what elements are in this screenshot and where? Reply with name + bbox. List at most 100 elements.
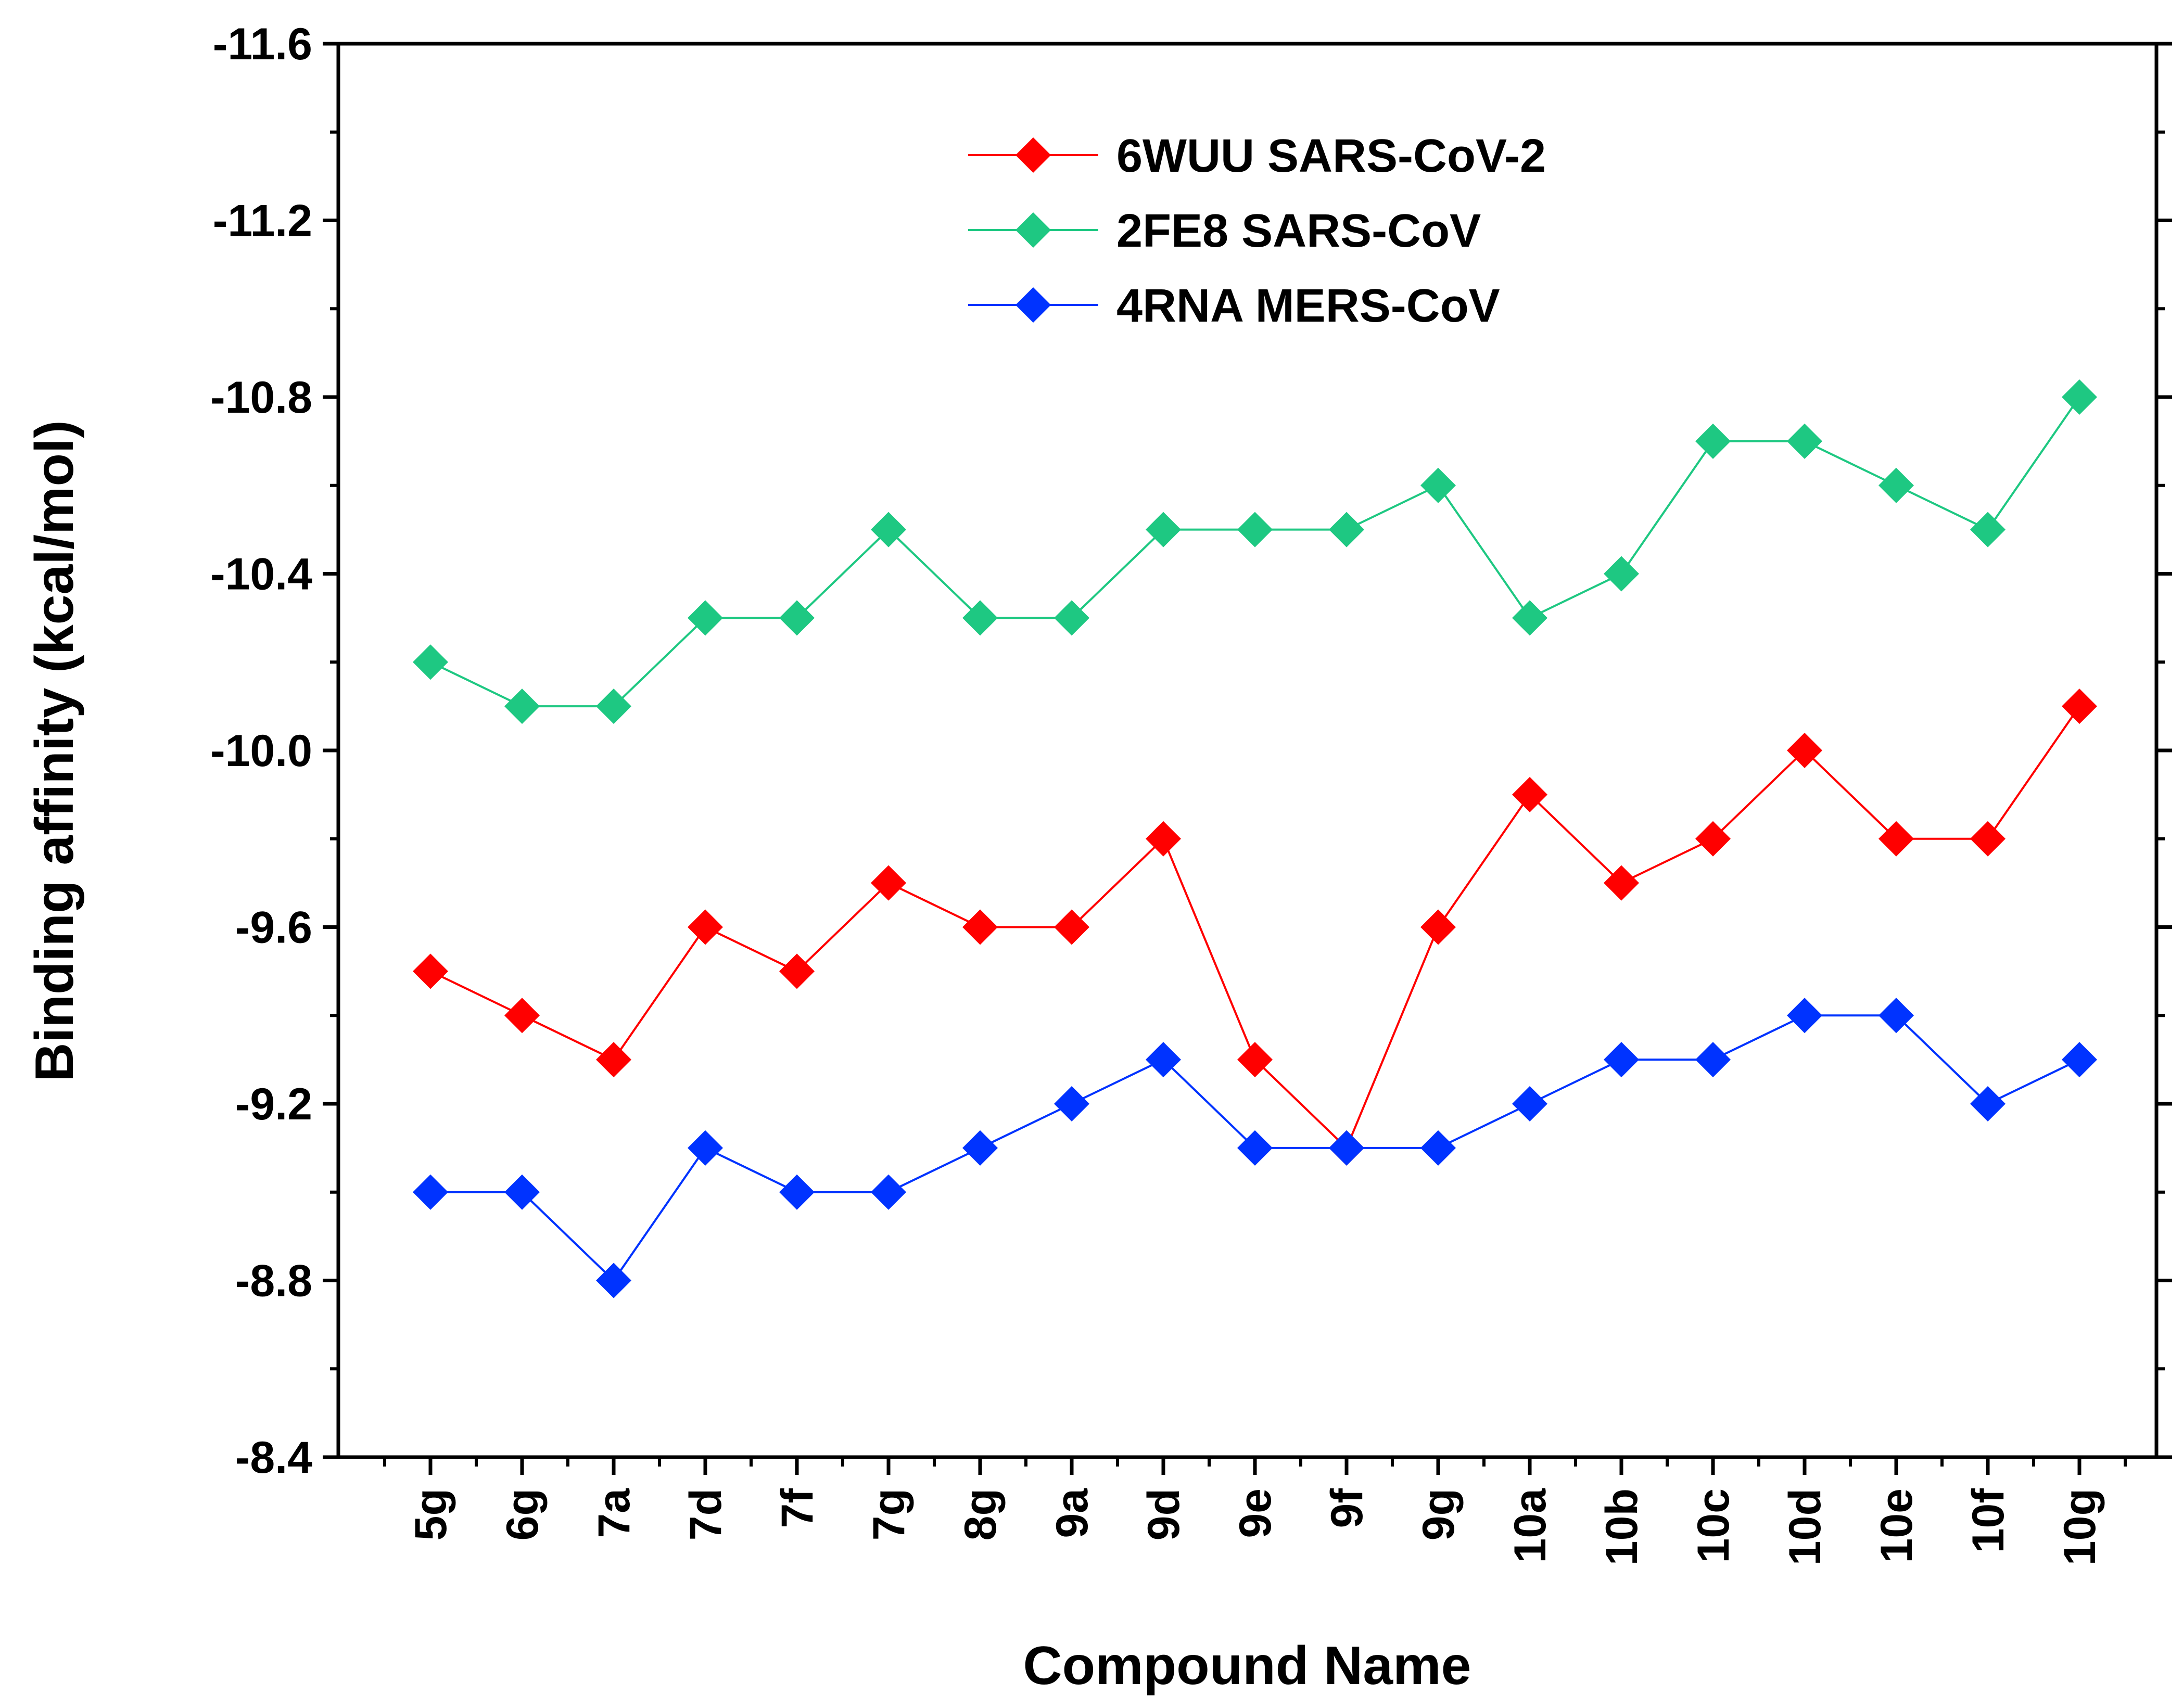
x-tick-label: 10b [1597, 1488, 1647, 1565]
x-tick-label: 8g [956, 1488, 1006, 1540]
data-point-marker [1237, 1130, 1273, 1166]
legend-marker [1016, 287, 1051, 323]
x-axis-ticks: 5g 6g 7a 7d 7f 7g 8g 9a 9d 9e 9f 9g 10a 10b 10c 10d 10e 1… [383, 1457, 2127, 1565]
series-2 [413, 379, 2097, 724]
y-tick-label: -9.6 [235, 903, 312, 953]
data-point-marker [1970, 1086, 2006, 1121]
legend: 6WUU SARS-CoV-2 2FE8 SARS-CoV 4RNA MERS-Co… [968, 130, 1546, 332]
data-point-marker [1420, 467, 1456, 503]
data-point-marker [1054, 1086, 1089, 1121]
data-point-marker [779, 1174, 815, 1210]
series-1 [413, 689, 2097, 1166]
data-point-marker [413, 644, 448, 680]
data-point-marker [596, 1263, 631, 1298]
x-tick-label: 9g [1414, 1488, 1464, 1540]
data-point-marker [1787, 423, 1822, 459]
legend-label: 6WUU SARS-CoV-2 [1116, 130, 1546, 182]
data-point-marker [871, 512, 906, 547]
data-point-marker [596, 689, 631, 724]
x-tick-label: 7d [681, 1488, 731, 1540]
data-point-marker [413, 953, 448, 989]
x-tick-label: 10c [1689, 1488, 1738, 1563]
data-point-marker [688, 909, 723, 945]
data-point-marker [504, 1174, 540, 1210]
data-point-marker [1879, 821, 1914, 857]
data-point-marker [2062, 689, 2097, 724]
data-point-marker [1237, 512, 1273, 547]
x-tick-label: 7a [589, 1488, 639, 1538]
y-tick-label: -11.6 [213, 19, 312, 69]
data-point-marker [1604, 556, 1639, 592]
y-tick-label: -10.8 [210, 373, 312, 423]
series-line [430, 396, 2080, 708]
data-point-marker [688, 1130, 723, 1166]
legend-marker [1016, 212, 1051, 248]
x-tick-label: 10a [1505, 1488, 1555, 1563]
x-tick-label: 6g [498, 1488, 548, 1540]
data-point-marker [1146, 1042, 1181, 1078]
x-tick-label: 10f [1963, 1488, 2013, 1553]
data-point-marker [1329, 1130, 1364, 1166]
x-tick-label: 9a [1047, 1488, 1097, 1538]
data-point-marker [504, 689, 540, 724]
data-point-marker [1604, 865, 1639, 901]
legend-entry: 6WUU SARS-CoV-2 [968, 130, 1546, 182]
data-point-marker [1970, 821, 2006, 857]
data-point-marker [1420, 909, 1456, 945]
series-3 [413, 998, 2097, 1298]
y-tick-label: -10.4 [210, 550, 312, 600]
data-point-marker [1604, 1042, 1639, 1078]
data-point-marker [779, 600, 815, 636]
data-point-marker [1146, 512, 1181, 547]
x-axis-title: Compound Name [1023, 1636, 1471, 1696]
data-point-marker [504, 998, 540, 1034]
y-tick-label: -9.2 [235, 1079, 312, 1129]
data-point-marker [1512, 600, 1547, 636]
y-axis-title: Binding affinity (kcal/mol) [24, 420, 85, 1081]
data-point-marker [2062, 1042, 2097, 1078]
x-tick-label: 9f [1322, 1488, 1372, 1528]
data-point-marker [2062, 379, 2097, 415]
data-point-marker [1329, 512, 1364, 547]
data-point-marker [1512, 776, 1547, 812]
legend-label: 2FE8 SARS-CoV [1116, 205, 1481, 257]
data-point-marker [779, 953, 815, 989]
data-point-marker [1420, 1130, 1456, 1166]
series-layer [413, 379, 2097, 1298]
x-tick-label: 10d [1780, 1488, 1830, 1565]
y-axis-ticks: -8.4 -8.8 -9.2 -9.6 -10.0 -10.4 -10.8 -11.2 -11.… [210, 19, 2172, 1483]
x-tick-label: 9d [1139, 1488, 1189, 1540]
data-point-marker [1237, 1042, 1273, 1078]
data-point-marker [1695, 1042, 1731, 1078]
data-point-marker [413, 1174, 448, 1210]
data-point-marker [1512, 1086, 1547, 1121]
data-point-marker [1787, 733, 1822, 768]
y-tick-label: -8.4 [235, 1433, 312, 1483]
x-tick-label: 10e [1872, 1488, 1922, 1563]
data-point-marker [1054, 909, 1089, 945]
data-point-marker [962, 909, 998, 945]
x-tick-label: 7g [864, 1488, 914, 1540]
y-tick-label: -10.0 [210, 726, 312, 776]
data-point-marker [1970, 512, 2006, 547]
x-tick-label: 7f [772, 1488, 822, 1528]
data-point-marker [1146, 821, 1181, 857]
data-point-marker [688, 600, 723, 636]
data-point-marker [1054, 600, 1089, 636]
legend-entry: 4RNA MERS-CoV [968, 280, 1500, 332]
legend-marker [1016, 137, 1051, 173]
data-point-marker [1695, 423, 1731, 459]
data-point-marker [962, 600, 998, 636]
series-line [430, 705, 2080, 1150]
x-tick-label: 10g [2055, 1488, 2105, 1565]
data-point-marker [596, 1042, 631, 1078]
data-point-marker [1787, 998, 1822, 1034]
data-point-marker [871, 865, 906, 901]
data-point-marker [1879, 467, 1914, 503]
data-point-marker [871, 1174, 906, 1210]
y-tick-label: -11.2 [213, 196, 312, 246]
legend-entry: 2FE8 SARS-CoV [968, 205, 1481, 257]
legend-label: 4RNA MERS-CoV [1116, 280, 1500, 332]
data-point-marker [1695, 821, 1731, 857]
